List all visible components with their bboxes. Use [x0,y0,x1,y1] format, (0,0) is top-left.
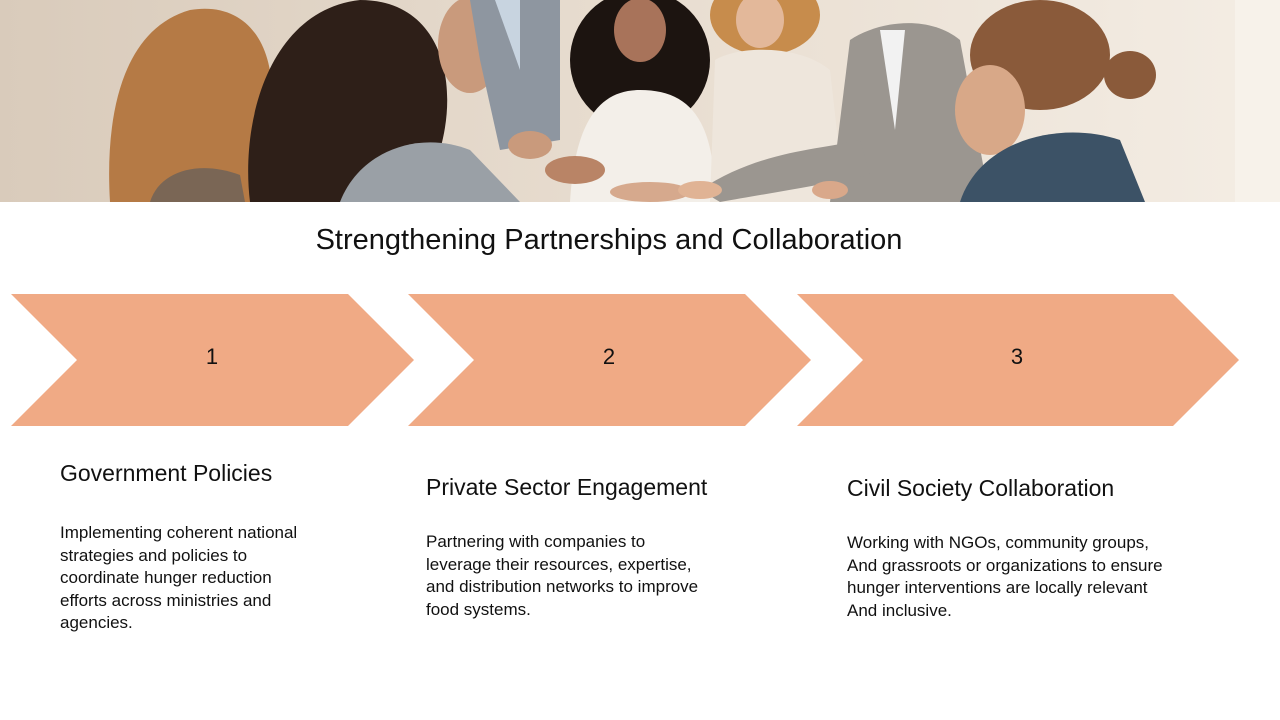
description-line: coordinate hunger reduction [60,568,272,587]
team-hands-together-photo [0,0,1280,202]
chevron-step-2 [408,294,811,426]
description-line: Implementing coherent national [60,523,298,542]
description-line: strategies and policies to [60,545,248,565]
description-line: And grassroots or organizations to ensur… [847,555,1163,575]
description-line: hunger interventions are locally relevan… [847,578,1148,597]
step-description-civil-society-collaboration: Working with NGOs, community groups, And… [847,532,1163,622]
description-line: agencies. [60,613,133,632]
process-chevrons [11,294,1239,426]
step-heading-civil-society-collaboration: Civil Society Collaboration [847,475,1115,501]
description-line: Working with NGOs, community groups, [847,533,1149,552]
description-line: leverage their resources, expertise, [426,554,692,574]
description-line: and distribution networks to improve [426,577,699,596]
description-line: food systems. [426,599,531,619]
description-line: efforts across ministries and [60,590,272,610]
step-number-2: 2 [602,344,616,369]
description-line: Partnering with companies to [426,532,646,551]
description-line: And inclusive. [847,600,952,620]
chevron-step-3 [797,294,1239,426]
step-description-private-sector-engagement: Partnering with companies to leverage th… [426,531,698,621]
step-heading-government-policies: Government Policies [60,460,273,486]
step-description-government-policies: Implementing coherent national strategie… [60,522,297,635]
step-number-1: 1 [205,344,219,369]
step-heading-private-sector-engagement: Private Sector Engagement [426,474,708,500]
step-number-3: 3 [1010,344,1024,369]
chevron-step-1 [11,294,414,426]
slide-title: Strengthening Partnerships and Collabora… [315,224,903,256]
hero-image [0,0,1280,202]
